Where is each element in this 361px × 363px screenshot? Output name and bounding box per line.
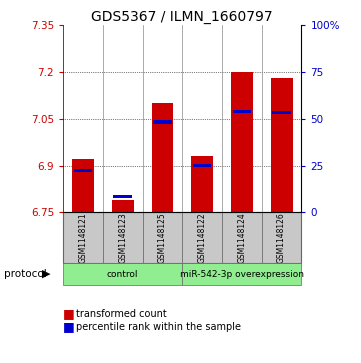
Bar	[182, 212, 222, 263]
Bar	[262, 212, 301, 263]
Bar	[232, 110, 251, 113]
Title: GDS5367 / ILMN_1660797: GDS5367 / ILMN_1660797	[91, 11, 273, 24]
Bar	[143, 212, 182, 263]
Bar	[222, 212, 262, 263]
Text: GSM1148121: GSM1148121	[79, 212, 87, 263]
Bar	[72, 159, 94, 212]
Bar	[271, 78, 292, 212]
Text: ▶: ▶	[42, 269, 50, 279]
Bar	[182, 263, 301, 285]
Bar	[112, 200, 134, 212]
Text: percentile rank within the sample: percentile rank within the sample	[76, 322, 241, 332]
Bar	[193, 164, 212, 167]
Text: ■: ■	[63, 307, 75, 321]
Text: GSM1148126: GSM1148126	[277, 212, 286, 263]
Text: GSM1148123: GSM1148123	[118, 212, 127, 263]
Text: ■: ■	[63, 320, 75, 333]
Bar	[231, 72, 253, 212]
Bar	[113, 195, 132, 198]
Text: miR-542-3p overexpression: miR-542-3p overexpression	[180, 270, 304, 278]
Bar	[74, 169, 92, 172]
Bar	[153, 121, 172, 123]
Bar	[63, 263, 182, 285]
Text: GSM1148122: GSM1148122	[198, 212, 206, 263]
Text: GSM1148124: GSM1148124	[238, 212, 246, 263]
Bar	[191, 156, 213, 212]
Bar	[152, 103, 173, 212]
Bar	[103, 212, 143, 263]
Bar	[272, 111, 291, 114]
Text: protocol: protocol	[4, 269, 46, 279]
Bar	[63, 212, 103, 263]
Text: GSM1148125: GSM1148125	[158, 212, 167, 263]
Text: control: control	[107, 270, 139, 278]
Text: transformed count: transformed count	[76, 309, 166, 319]
